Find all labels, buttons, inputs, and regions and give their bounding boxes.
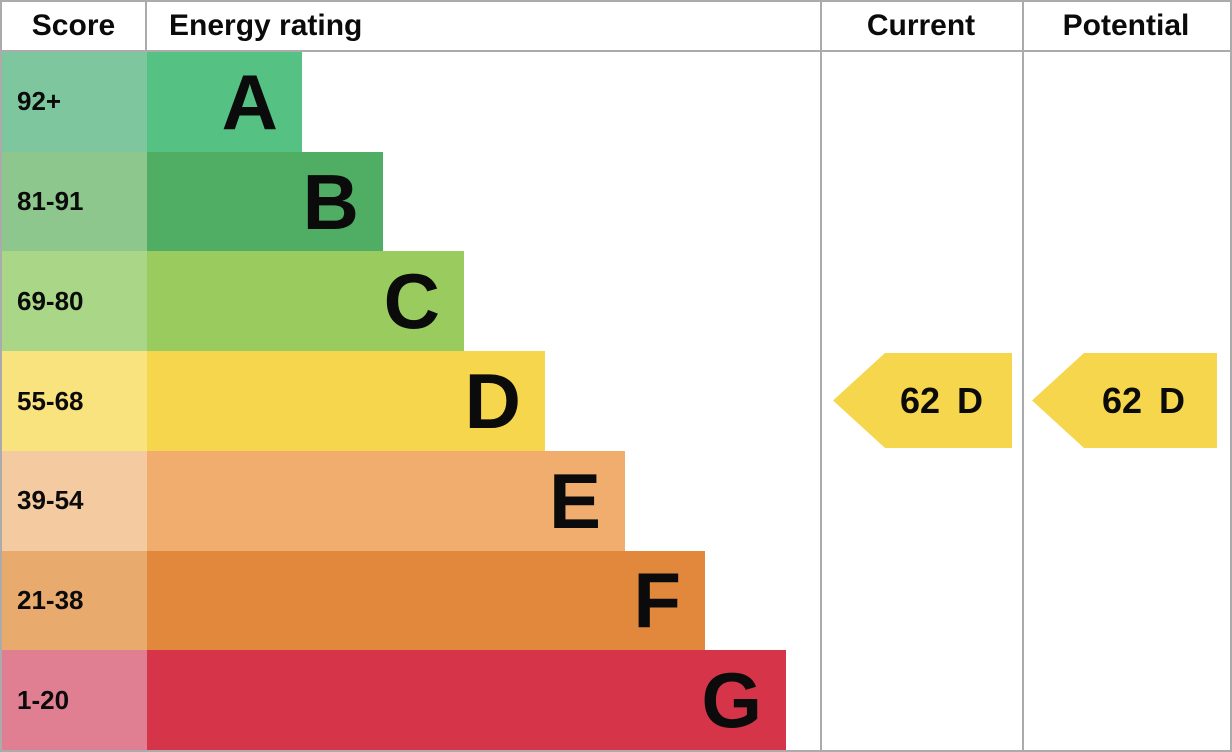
band-score-cell: 1-20: [2, 650, 147, 750]
band-letter: C: [383, 257, 440, 346]
band-score-cell: 92+: [2, 52, 147, 152]
potential-rating-band: D: [1159, 379, 1186, 421]
band-letter: A: [221, 57, 278, 146]
potential-column-divider: [1022, 2, 1024, 750]
current-rating-value: 62: [899, 379, 941, 421]
band-bar: B: [147, 151, 383, 252]
band-score-cell: 55-68: [2, 351, 147, 451]
band-score-label: 81-91: [17, 186, 84, 217]
band-letter: D: [464, 357, 521, 446]
band-score-cell: 81-91: [2, 151, 147, 252]
current-column-divider: [820, 2, 822, 750]
band-score-label: 92+: [17, 86, 62, 117]
band-score-label: 55-68: [17, 385, 84, 416]
current-column-header: Current: [866, 9, 976, 42]
band-rows: 92+ A 81-91 B 69-80 C 55-68: [2, 52, 822, 750]
band-bar: A: [147, 52, 302, 152]
potential-column-header: Potential: [1062, 9, 1190, 42]
band-score-cell: 39-54: [2, 450, 147, 551]
header-row: Score Energy rating Current Potential: [2, 2, 1230, 52]
band-letter: F: [633, 556, 681, 645]
band-row: 92+ A: [2, 52, 822, 152]
potential-rating-value: 62: [1101, 379, 1143, 421]
score-column-header: Score: [2, 2, 147, 50]
band-letter: B: [302, 157, 359, 246]
band-bar: D: [147, 351, 545, 451]
band-row: 81-91 B: [2, 151, 822, 252]
band-score-cell: 69-80: [2, 251, 147, 352]
band-score-label: 69-80: [17, 285, 84, 316]
current-rating-band: D: [957, 379, 984, 421]
band-row: 21-38 F: [2, 550, 822, 651]
band-bar: E: [147, 450, 625, 551]
band-bar: G: [147, 650, 786, 750]
potential-rating-arrow: 62 D: [1032, 353, 1217, 448]
band-row: 1-20 G: [2, 650, 822, 750]
band-bar: F: [147, 550, 705, 651]
band-row: 39-54 E: [2, 450, 822, 551]
band-letter: G: [701, 656, 762, 745]
band-row: 69-80 C: [2, 251, 822, 352]
current-rating-arrow: 62 D: [833, 353, 1012, 448]
band-bar: C: [147, 251, 464, 352]
band-score-label: 1-20: [17, 684, 70, 715]
band-row: 55-68 D: [2, 351, 822, 451]
band-score-label: 39-54: [17, 485, 84, 516]
energy-rating-column-header: Energy rating: [169, 9, 363, 42]
band-score-label: 21-38: [17, 584, 84, 615]
band-score-cell: 21-38: [2, 550, 147, 651]
band-letter: E: [548, 456, 601, 545]
